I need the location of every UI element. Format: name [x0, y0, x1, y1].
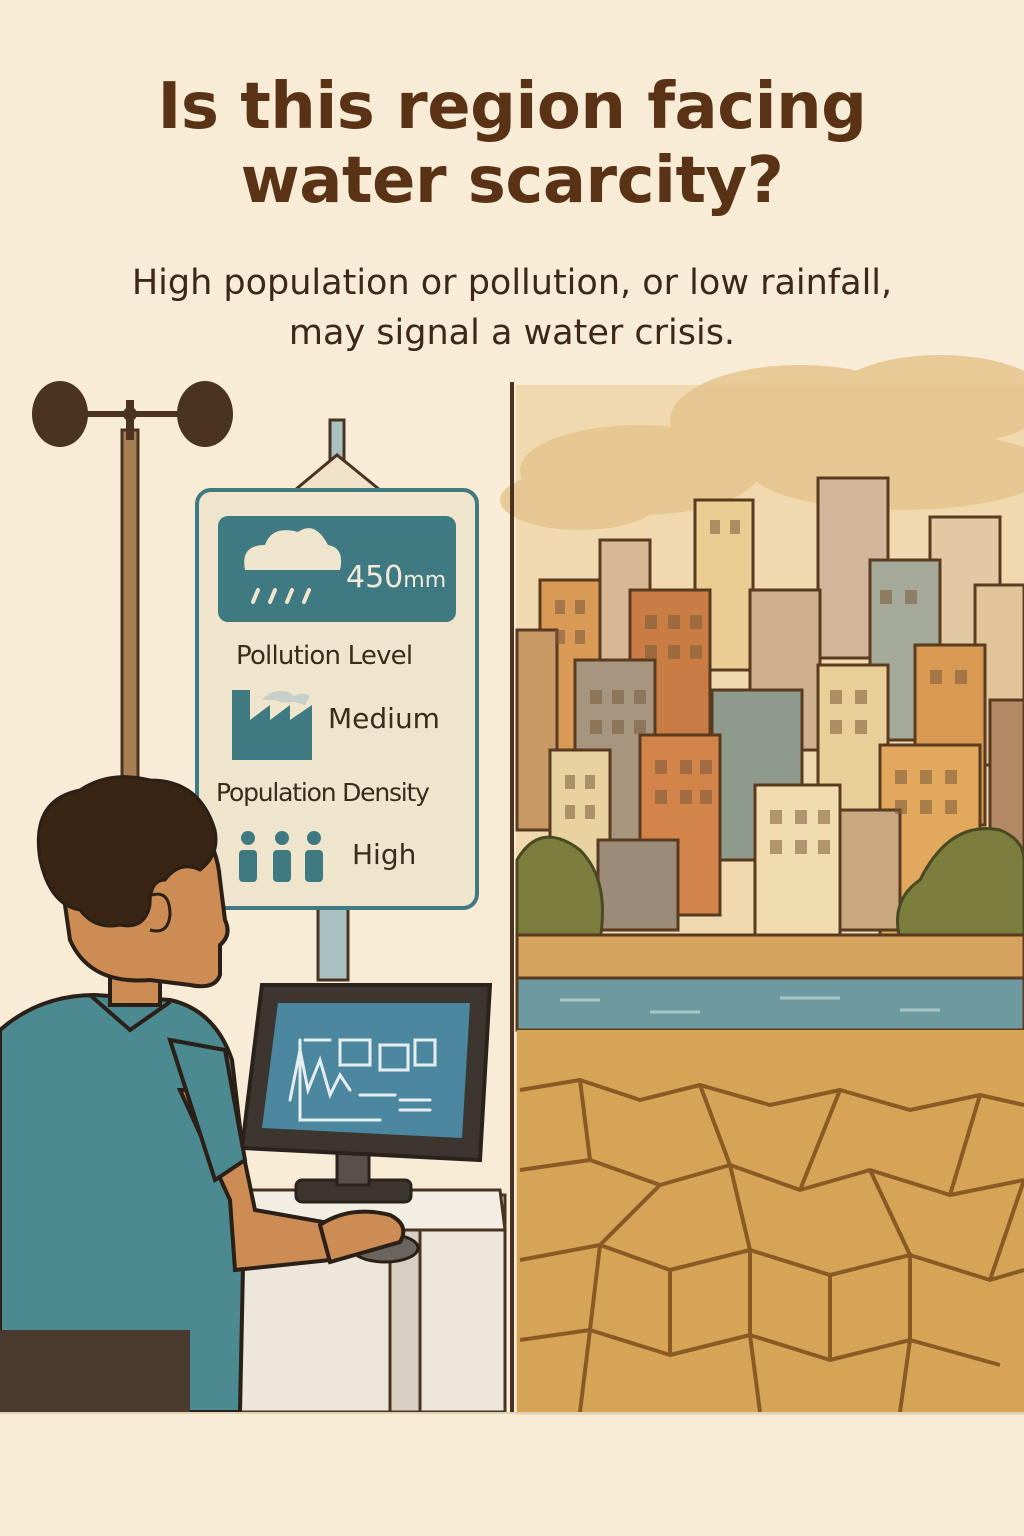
headline: Is this region facing water scarcity?: [0, 70, 1024, 218]
river: [515, 976, 1024, 1032]
right-scene: [500, 355, 1024, 1415]
cracked-earth: [517, 1030, 1024, 1412]
population-value: High: [352, 838, 417, 871]
rain-cloud-icon: [244, 528, 342, 604]
factory-icon: [232, 690, 312, 760]
embankment: [515, 933, 1024, 982]
smog-cloud-icon: [500, 355, 1024, 530]
left-scene: [0, 381, 507, 1414]
headline-line-2: water scarcity?: [240, 144, 784, 218]
headline-line-1: Is this region facing: [157, 70, 867, 144]
rainfall-reading: 450mm: [346, 560, 446, 595]
city-skyline: [515, 476, 1024, 937]
person-figure: [0, 775, 420, 1414]
monitor-chart-icon: [239, 983, 493, 1204]
people-icon: [239, 831, 323, 882]
rainfall-value: 450: [346, 560, 404, 595]
subheadline-line-2: may signal a water crisis.: [288, 313, 736, 353]
trees: [515, 827, 1024, 942]
pollution-label: Pollution Level: [236, 641, 413, 671]
subheadline: High population or pollution, or low rai…: [0, 258, 1024, 358]
rainfall-unit: mm: [403, 568, 447, 593]
subheadline-line-1: High population or pollution, or low rai…: [131, 263, 893, 303]
pollution-value: Medium: [328, 702, 440, 735]
population-label: Population Density: [216, 778, 430, 807]
